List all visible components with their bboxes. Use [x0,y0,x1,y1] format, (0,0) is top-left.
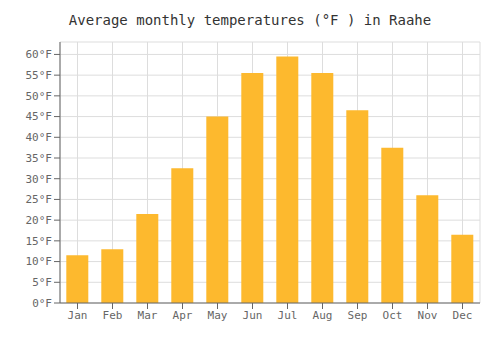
svg-text:35°F: 35°F [26,152,53,165]
svg-text:30°F: 30°F [26,173,53,186]
svg-text:Mar: Mar [138,309,158,322]
svg-text:15°F: 15°F [26,235,53,248]
svg-text:20°F: 20°F [26,214,53,227]
svg-text:25°F: 25°F [26,193,53,206]
svg-text:Jan: Jan [68,309,88,322]
svg-text:40°F: 40°F [26,131,53,144]
html-text:Average monthly temperatures (: Average monthly temperatures (°F ) in Ra… [68,12,432,28]
svg-text:Aug: Aug [313,309,333,322]
svg-text:Dec: Dec [453,309,473,322]
svg-text:Oct: Oct [383,309,403,322]
svg-text:55°F: 55°F [26,69,53,82]
svg-text:10°F: 10°F [26,255,53,268]
svg-text:60°F: 60°F [26,48,53,61]
svg-text:Feb: Feb [103,309,123,322]
svg-text:5°F: 5°F [32,276,52,289]
svg-text:May: May [208,309,228,322]
svg-text:Jul: Jul [278,309,298,322]
svg-text:Jun: Jun [243,309,263,322]
svg-text:Sep: Sep [348,309,368,322]
svg-text:Apr: Apr [173,309,193,322]
svg-text:45°F: 45°F [26,110,53,123]
svg-text:50°F: 50°F [26,90,53,103]
svg-text:0°F: 0°F [32,297,52,310]
svg-text:Nov: Nov [418,309,438,322]
